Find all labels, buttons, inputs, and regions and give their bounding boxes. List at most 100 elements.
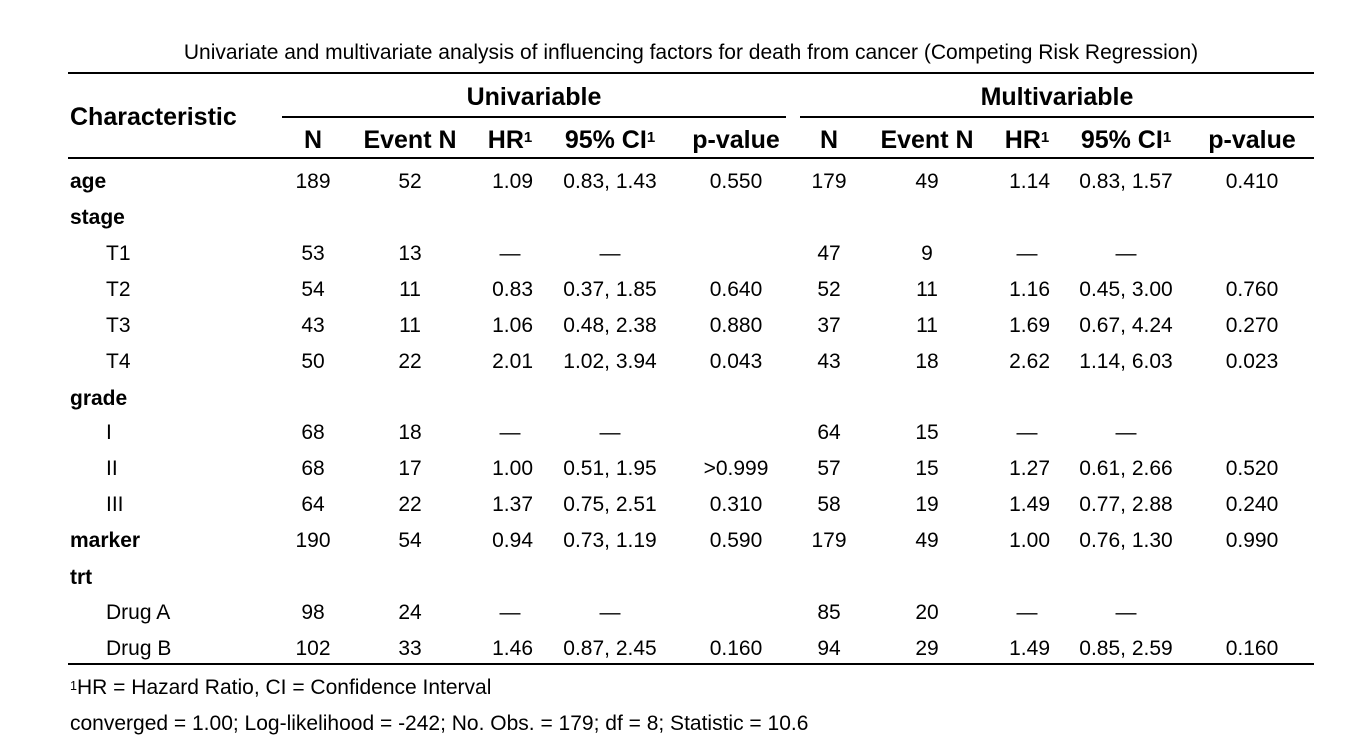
table-cell: — [1016, 242, 1038, 265]
table-cell: 0.240 [1225, 493, 1279, 516]
table-cell: 11 [916, 278, 938, 301]
characteristic-header: Characteristic [70, 103, 237, 131]
table-cell: 0.520 [1225, 457, 1279, 480]
column-header-label: p-value [692, 126, 780, 154]
table-cell: 0.51, 1.95 [563, 457, 657, 480]
table-top-rule [68, 72, 1314, 74]
table-cell: 98 [301, 601, 325, 624]
table-cell: 15 [915, 421, 939, 444]
table-cell: — [499, 421, 521, 444]
table-cell: 57 [817, 457, 841, 480]
table-cell: 0.160 [709, 637, 763, 660]
table-cell: 24 [398, 601, 422, 624]
table-cell: 1.00 [1009, 529, 1050, 552]
table-cell: 54 [301, 278, 325, 301]
footnote-marker: 1 [1162, 129, 1172, 146]
uni-event-n-header: Event N [330, 123, 490, 157]
row-label: trt [70, 566, 93, 589]
table-cell: 0.75, 2.51 [563, 493, 657, 516]
table-cell: >0.999 [703, 457, 769, 480]
table-cell: 11 [399, 314, 421, 337]
row-label: T4 [106, 350, 131, 373]
table-cell: 22 [398, 493, 422, 516]
uni-p-value-header: p-value [656, 123, 816, 157]
footnote-text: HR = Hazard Ratio, CI = Confidence Inter… [77, 676, 492, 699]
column-header-label: N [819, 126, 839, 154]
row-label: marker [70, 529, 141, 552]
table-cell: 19 [915, 493, 939, 516]
table-cell: 1.14 [1009, 170, 1050, 193]
table-cell: 52 [398, 170, 422, 193]
uni-hr-header: HR1 [430, 123, 590, 157]
table-cell: 0.73, 1.19 [563, 529, 657, 552]
footnote-model-stats: converged = 1.00; Log-likelihood = -242;… [70, 712, 809, 735]
table-cell: 85 [817, 601, 841, 624]
table-cell: 29 [915, 637, 939, 660]
table-cell: — [1115, 421, 1137, 444]
table-cell: 47 [817, 242, 841, 265]
table-cell: 13 [398, 242, 422, 265]
table-cell: 43 [301, 314, 325, 337]
table-bottom-rule [68, 663, 1314, 665]
table-cell: 1.14, 6.03 [1079, 350, 1173, 373]
row-label: Drug A [106, 601, 171, 624]
multi-event-n-header: Event N [847, 123, 1007, 157]
table-cell: 0.83, 1.43 [563, 170, 657, 193]
table-cell: 0.94 [492, 529, 533, 552]
column-header-label: 95% CI [1080, 126, 1163, 154]
table-cell: 37 [817, 314, 841, 337]
table-cell: 102 [295, 637, 331, 660]
table-cell: 18 [398, 421, 422, 444]
table-cell: — [599, 601, 621, 624]
table-cell: 0.83 [492, 278, 533, 301]
row-label: T3 [106, 314, 131, 337]
column-header-label: HR [1004, 126, 1041, 154]
row-label: I [106, 421, 112, 444]
table-cell: 0.590 [709, 529, 763, 552]
table-cell: 68 [301, 457, 325, 480]
table-cell: 33 [398, 637, 422, 660]
table-cell: 179 [811, 170, 847, 193]
table-cell: 11 [916, 314, 938, 337]
footnote-marker: 1 [1040, 129, 1050, 146]
table-cell: 0.48, 2.38 [563, 314, 657, 337]
table-caption: Univariate and multivariate analysis of … [183, 41, 1199, 64]
multi-n-header: N [749, 123, 909, 157]
multi-ci-header: 95% CI1 [1046, 123, 1206, 157]
header-bottom-rule [68, 157, 1314, 159]
table-cell: — [1115, 601, 1137, 624]
table-cell: 58 [817, 493, 841, 516]
table-cell: — [599, 242, 621, 265]
table-cell: 94 [817, 637, 841, 660]
table-cell: 0.550 [709, 170, 763, 193]
uni-ci-header: 95% CI1 [530, 123, 690, 157]
table-cell: 1.49 [1009, 637, 1050, 660]
table-cell: 49 [915, 170, 939, 193]
row-label: T1 [106, 242, 131, 265]
table-cell: 0.270 [1225, 314, 1279, 337]
table-cell: — [499, 242, 521, 265]
table-cell: 0.87, 2.45 [563, 637, 657, 660]
table-cell: 0.67, 4.24 [1079, 314, 1173, 337]
table-cell: 68 [301, 421, 325, 444]
multivariable-spanner: Multivariable [980, 83, 1134, 111]
table-cell: 17 [398, 457, 422, 480]
table-cell: 0.640 [709, 278, 763, 301]
table-cell: — [499, 601, 521, 624]
footnote-abbreviations: 1HR = Hazard Ratio, CI = Confidence Inte… [70, 674, 491, 702]
univariable-spanner-rule [282, 116, 786, 118]
table-cell: 0.023 [1225, 350, 1279, 373]
table-cell: 0.760 [1225, 278, 1279, 301]
table-cell: — [599, 421, 621, 444]
table-cell: 2.62 [1009, 350, 1050, 373]
table-cell: 1.49 [1009, 493, 1050, 516]
row-label: III [106, 493, 124, 516]
column-header-label: 95% CI [564, 126, 647, 154]
column-header-label: p-value [1208, 126, 1296, 154]
table-cell: 22 [398, 350, 422, 373]
table-cell: 0.043 [709, 350, 763, 373]
table-cell: 0.85, 2.59 [1079, 637, 1173, 660]
table-cell: 53 [301, 242, 325, 265]
table-cell: 2.01 [492, 350, 533, 373]
table-cell: 189 [295, 170, 331, 193]
